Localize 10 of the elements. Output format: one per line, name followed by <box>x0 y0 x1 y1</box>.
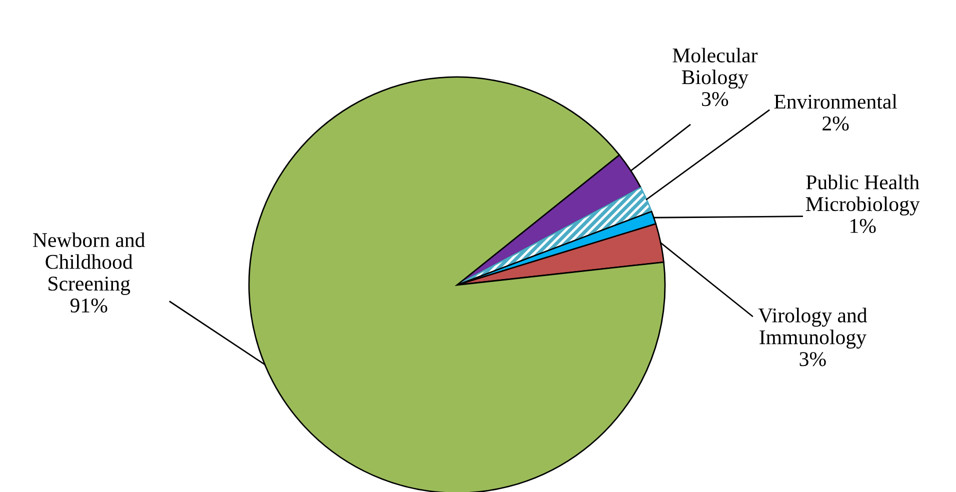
slice-label: Public Health Microbiology <box>806 174 920 216</box>
data-label: 1% <box>850 218 876 234</box>
slice-label: Newborn and Childhood Screening <box>33 232 145 295</box>
slice-label: Environmental <box>774 94 898 109</box>
data-label: 3% <box>800 352 826 366</box>
slice-label: Virology and Immunology <box>758 308 868 349</box>
data-label: 91% <box>70 298 108 313</box>
data-label: 3% <box>702 92 728 106</box>
slice-label: Molecular Biology <box>672 48 758 89</box>
data-label: 2% <box>822 116 849 131</box>
